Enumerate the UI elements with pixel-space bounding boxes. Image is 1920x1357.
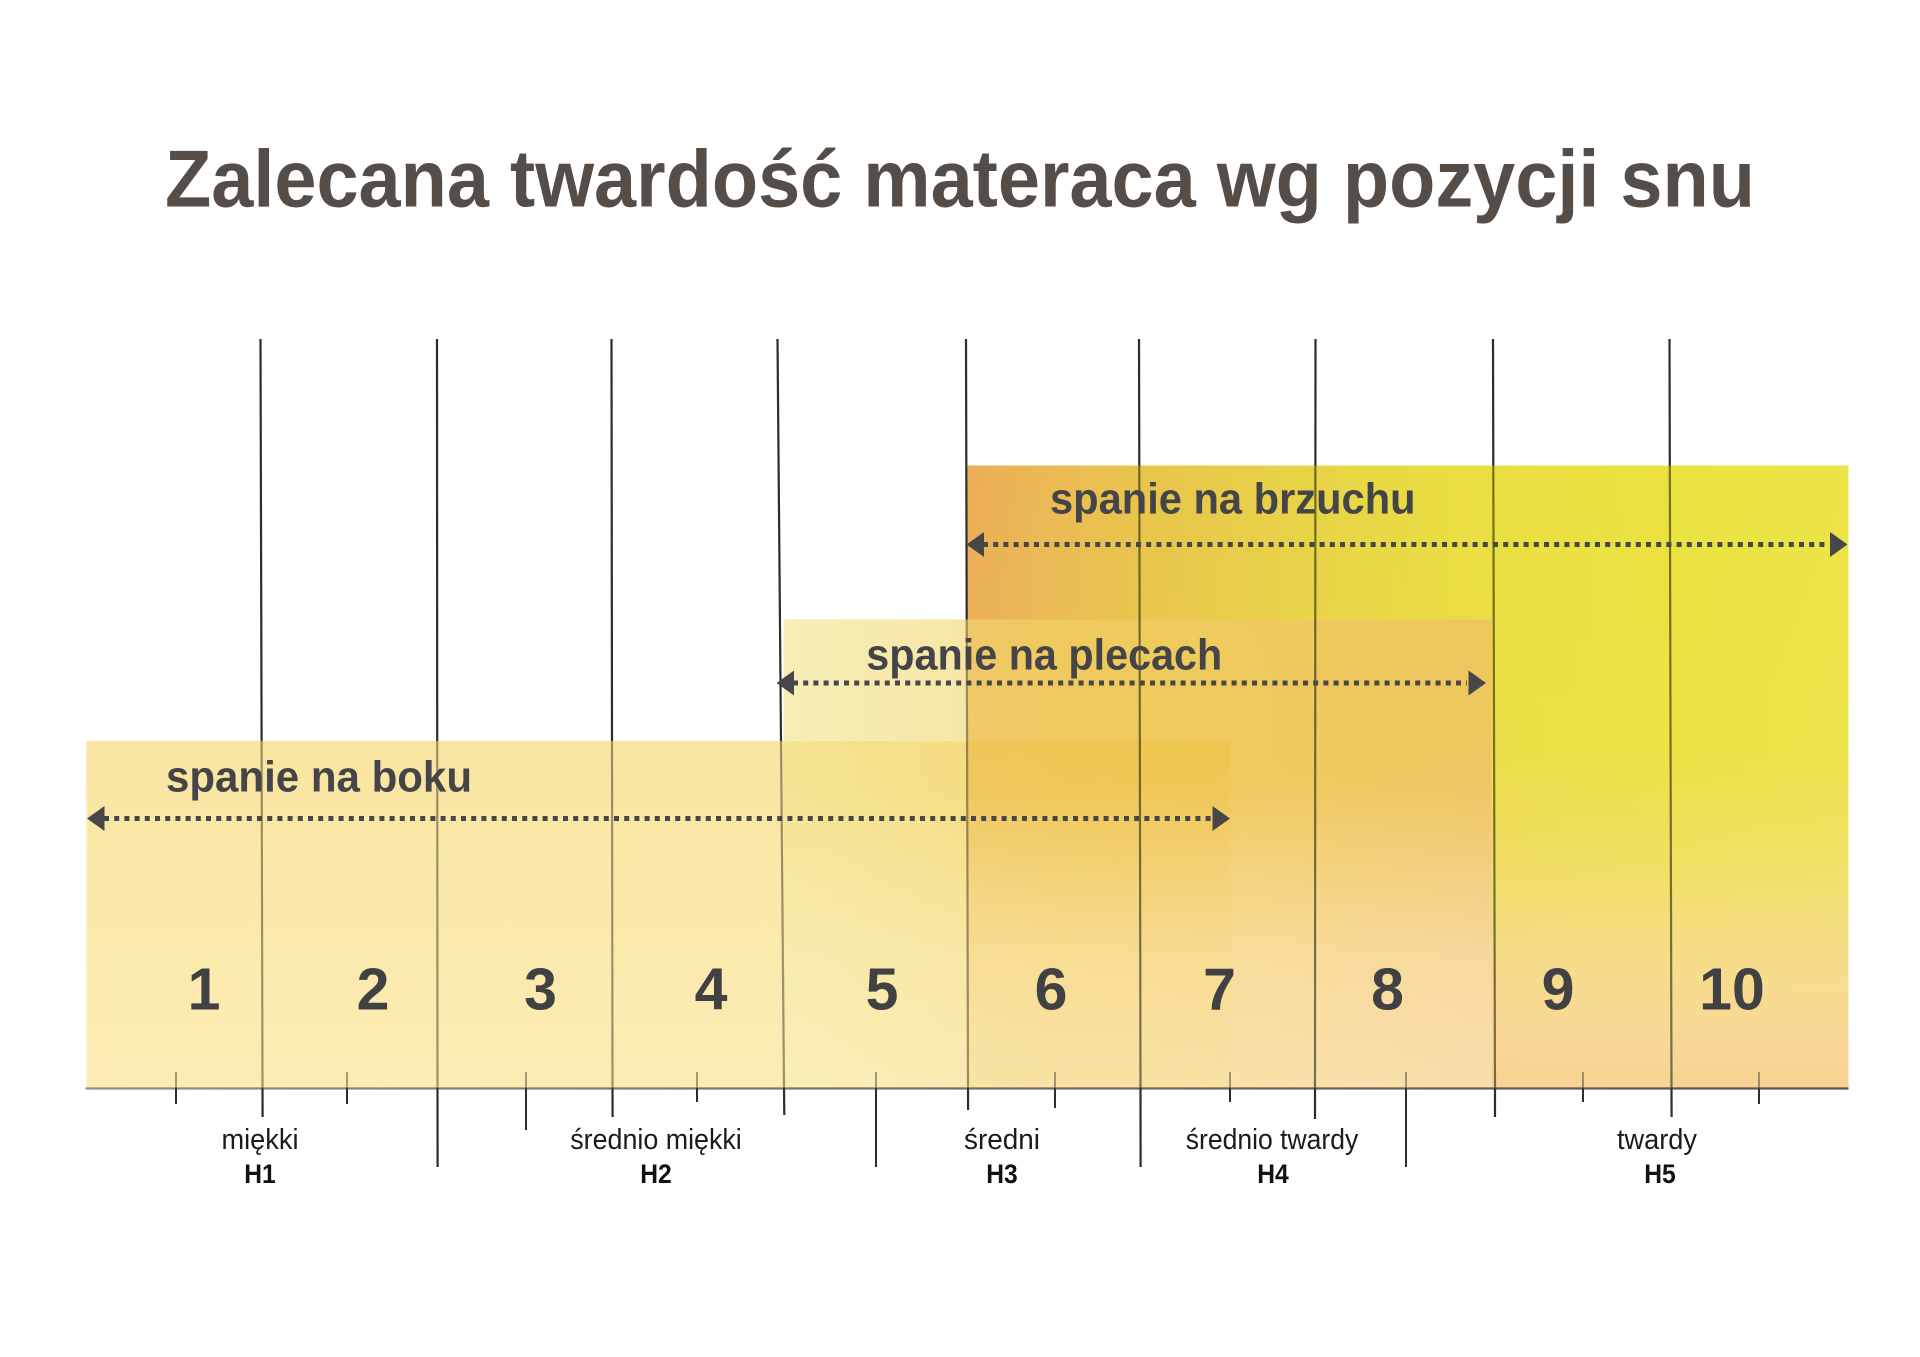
svg-text:średnio miękki: średnio miękki bbox=[570, 1124, 742, 1156]
svg-text:twardy: twardy bbox=[1617, 1124, 1697, 1156]
svg-text:H1: H1 bbox=[244, 1159, 276, 1189]
svg-text:H4: H4 bbox=[1257, 1159, 1289, 1189]
svg-text:7: 7 bbox=[1203, 957, 1236, 1023]
svg-text:H3: H3 bbox=[986, 1159, 1018, 1189]
svg-text:średni: średni bbox=[964, 1124, 1040, 1156]
svg-text:5: 5 bbox=[866, 957, 899, 1023]
svg-text:H5: H5 bbox=[1644, 1159, 1676, 1189]
svg-text:spanie na boku: spanie na boku bbox=[166, 753, 472, 802]
svg-text:1: 1 bbox=[188, 957, 221, 1023]
svg-text:4: 4 bbox=[695, 957, 728, 1023]
svg-text:9: 9 bbox=[1542, 957, 1575, 1023]
svg-text:Zalecana twardość materaca wg: Zalecana twardość materaca wg pozycji sn… bbox=[165, 134, 1755, 224]
svg-text:spanie na plecach: spanie na plecach bbox=[866, 631, 1222, 680]
svg-text:2: 2 bbox=[357, 957, 390, 1023]
svg-text:3: 3 bbox=[524, 957, 557, 1023]
svg-text:6: 6 bbox=[1035, 957, 1068, 1023]
svg-text:10: 10 bbox=[1699, 957, 1765, 1023]
svg-text:8: 8 bbox=[1371, 957, 1404, 1023]
svg-text:H2: H2 bbox=[640, 1159, 672, 1189]
svg-text:spanie na brzuchu: spanie na brzuchu bbox=[1050, 474, 1416, 523]
svg-text:średnio twardy: średnio twardy bbox=[1186, 1124, 1359, 1156]
svg-text:miękki: miękki bbox=[222, 1124, 299, 1156]
